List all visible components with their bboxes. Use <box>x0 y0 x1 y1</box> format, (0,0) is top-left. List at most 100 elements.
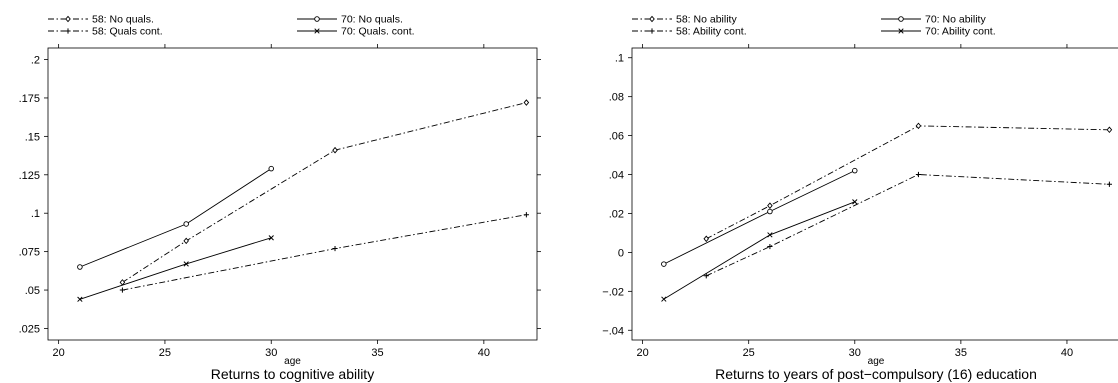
legend-entry: 70: No quals. <box>297 14 403 26</box>
data-point <box>183 261 189 267</box>
legend-label: 70: No quals. <box>341 14 403 26</box>
series-2 <box>77 165 274 270</box>
legend-label: 58: Quals cont. <box>92 26 163 38</box>
data-point <box>183 237 189 245</box>
series-line <box>79 237 272 300</box>
legend-label: 70: Ability cont. <box>925 26 996 38</box>
data-point <box>183 221 189 227</box>
legend-entry: 70: Ability cont. <box>881 26 996 38</box>
x-axis-label: age <box>868 356 885 367</box>
series-3 <box>703 171 1112 279</box>
legend-marker <box>649 28 655 34</box>
series-4 <box>77 235 274 302</box>
y-tick-label: .02 <box>609 208 624 220</box>
legend-label: 70: Quals. cont. <box>341 26 415 38</box>
y-tick-label: .025 <box>19 323 40 335</box>
data-point <box>77 264 83 270</box>
plot-frame <box>631 47 1118 341</box>
legend-entry: 70: No ability <box>881 14 986 26</box>
data-point <box>703 273 709 279</box>
data-point <box>767 232 773 238</box>
legend-marker <box>314 28 320 34</box>
x-axis-label: age <box>284 356 301 367</box>
series-line <box>706 174 1110 277</box>
x-tick-label: 20 <box>636 347 648 359</box>
y-tick-label: .15 <box>25 131 40 143</box>
data-point <box>661 296 667 302</box>
legend-label: 58: Ability cont. <box>676 26 747 38</box>
y-tick-label: −.04 <box>602 325 624 337</box>
data-point <box>268 165 274 172</box>
series-line <box>706 125 1110 240</box>
data-point <box>523 99 530 106</box>
y-tick-label: .06 <box>609 131 624 143</box>
legend-entry: 70: Quals. cont. <box>297 26 415 38</box>
data-point <box>1106 126 1113 134</box>
series-line <box>122 214 527 291</box>
series-line <box>122 102 527 283</box>
y-tick-label: .08 <box>609 92 624 104</box>
data-point <box>119 287 126 293</box>
series-line <box>663 170 855 265</box>
legend-marker <box>65 15 71 23</box>
data-point <box>523 212 529 218</box>
data-point <box>703 235 710 243</box>
data-point <box>77 296 83 302</box>
x-tick-label: 30 <box>265 347 277 359</box>
y-tick-label: 0 <box>618 247 624 259</box>
data-point <box>1106 181 1112 187</box>
y-tick-label: .2 <box>31 55 40 67</box>
series-3 <box>119 212 529 293</box>
legend-marker <box>898 28 904 34</box>
data-point <box>268 235 274 241</box>
legend-entry: 58: Ability cont. <box>632 26 747 38</box>
y-tick-label: .075 <box>19 247 40 259</box>
data-point <box>332 146 338 154</box>
series-1 <box>703 122 1113 243</box>
legend-marker <box>649 15 655 23</box>
x-tick-label: 40 <box>478 347 490 359</box>
x-tick-label: 30 <box>849 347 861 359</box>
x-tick-label: 25 <box>159 347 171 359</box>
data-point <box>852 167 858 174</box>
x-tick-label: 40 <box>1061 347 1073 359</box>
y-tick-label: .125 <box>19 170 40 182</box>
data-point <box>661 261 667 267</box>
y-tick-label: .05 <box>25 285 40 297</box>
x-tick-label: 20 <box>53 347 65 359</box>
data-point <box>767 243 773 250</box>
y-tick-label: .175 <box>19 93 40 105</box>
data-point <box>767 202 773 209</box>
y-tick-label: −.02 <box>602 286 624 298</box>
legend-marker <box>314 16 320 22</box>
y-tick-label: .04 <box>609 170 624 182</box>
legend-entry: 58: No quals. <box>48 14 154 26</box>
chart-title: Returns to years of post−compulsory (16)… <box>715 366 1037 382</box>
chart-panel-post-compulsory-education: 20 25 30 35 40 −.04 −.02 0 .02 .04 .06 .08 .1 ageRetu… <box>602 14 1118 382</box>
x-tick-label: 35 <box>955 347 967 359</box>
series-1 <box>119 99 530 286</box>
chart-title: Returns to cognitive ability <box>211 366 374 382</box>
legend-marker <box>898 16 904 22</box>
legend-label: 70: No ability <box>925 14 986 26</box>
data-point <box>915 122 922 130</box>
y-tick-label: .1 <box>31 208 40 220</box>
legend-label: 58: No ability <box>676 14 737 26</box>
data-point <box>852 199 858 205</box>
plot-frame <box>47 47 538 341</box>
series-line <box>79 168 272 268</box>
data-point <box>332 245 338 252</box>
data-point <box>767 208 773 215</box>
legend-entry: 58: No ability <box>632 14 737 26</box>
series-4 <box>661 199 858 302</box>
legend-label: 58: No quals. <box>92 14 154 26</box>
x-tick-label: 35 <box>371 347 383 359</box>
series-2 <box>661 167 858 267</box>
legend-marker <box>65 28 71 34</box>
y-tick-label: .1 <box>615 53 624 65</box>
chart-panel-cognitive-ability: 20 25 30 35 40 .025 .05 .075 .1 .125 .15 .175 .2 ageR… <box>19 14 541 382</box>
legend-entry: 58: Quals cont. <box>48 26 163 38</box>
data-point <box>915 171 922 178</box>
x-tick-label: 25 <box>743 347 755 359</box>
